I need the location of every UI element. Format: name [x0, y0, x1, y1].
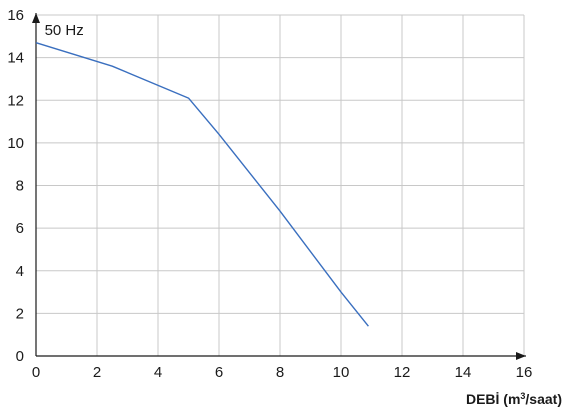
annotations: 50 Hz [45, 22, 84, 39]
x-axis-title-superscript: 3 [520, 391, 525, 401]
x-tick-label-0: 0 [32, 364, 40, 381]
x-axis-title-main: DEBİ (m [466, 391, 520, 407]
x-tick-label-4: 4 [154, 364, 162, 381]
x-axis-arrow-icon [516, 352, 526, 360]
tick-labels: 0 2 4 6 8 10 12 14 16 0 2 4 6 8 10 12 14 16 [7, 7, 532, 381]
y-tick-label-4: 4 [16, 263, 24, 280]
series-lines [35, 42, 369, 327]
y-tick-label-8: 8 [16, 178, 24, 195]
x-axis-title-tail: /saat) [525, 391, 562, 407]
x-tick-label-14: 14 [455, 364, 472, 381]
y-tick-label-12: 12 [7, 92, 24, 109]
x-tick-label-10: 10 [333, 364, 350, 381]
y-tick-label-0: 0 [16, 348, 24, 365]
y-tick-label-16: 16 [7, 7, 24, 24]
y-tick-label-6: 6 [16, 220, 24, 237]
axes [32, 13, 526, 360]
y-tick-label-14: 14 [7, 50, 24, 67]
annotation-0: 50 Hz [45, 22, 84, 39]
x-axis-title: DEBİ (m3/saat) [466, 391, 562, 407]
y-tick-label-2: 2 [16, 305, 24, 322]
x-tick-label-16: 16 [516, 364, 533, 381]
x-tick-label-8: 8 [276, 364, 284, 381]
y-axis-arrow-icon [32, 13, 40, 23]
grid-lines [36, 14, 525, 356]
x-tick-label-6: 6 [215, 364, 223, 381]
x-tick-label-12: 12 [394, 364, 411, 381]
series-line-0 [35, 42, 369, 327]
y-tick-label-10: 10 [7, 135, 24, 152]
x-tick-label-2: 2 [93, 364, 101, 381]
